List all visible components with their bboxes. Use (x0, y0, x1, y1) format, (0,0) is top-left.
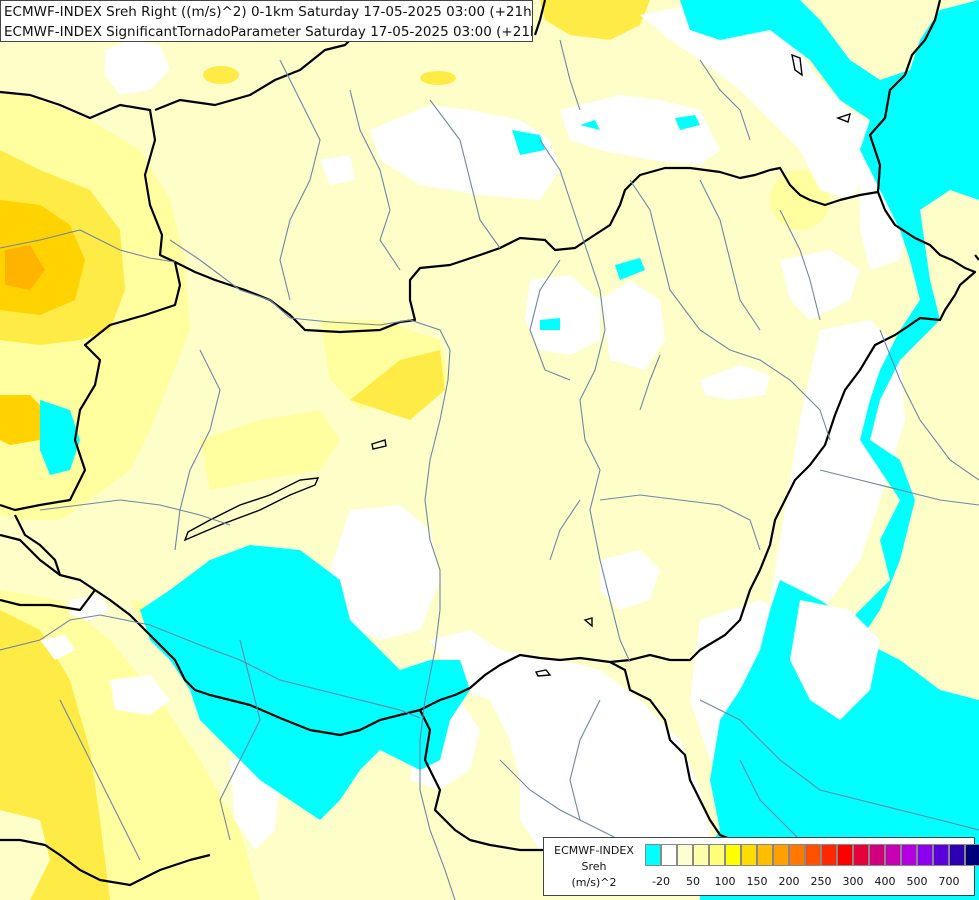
rivers (0, 39, 979, 900)
legend-swatch-11 (821, 844, 837, 866)
legend-model: ECMWF-INDEX (554, 844, 634, 857)
color-legend: ECMWF-INDEX Sreh (m/s)^2 -20 50 100 150 200 2… (543, 837, 979, 896)
legend-swatches (645, 844, 979, 866)
title-line-stp: ECMWF-INDEX SignificantTornadoParameter … (4, 24, 533, 40)
legend-tick-label: 150 (746, 875, 768, 888)
legend-swatch-9 (789, 844, 805, 866)
legend-swatch-19 (949, 844, 965, 866)
legend-swatch-3 (693, 844, 709, 866)
legend-swatch-7 (757, 844, 773, 866)
legend-tick-label: 200 (778, 875, 800, 888)
legend-tick-label: 700 (938, 875, 960, 888)
legend-parameter: Sreh (581, 860, 607, 873)
legend-swatch-13 (853, 844, 869, 866)
legend-swatch-8 (773, 844, 789, 866)
legend-ticks: -20 50 100 150 200 250 300 400 500 700 (645, 875, 975, 889)
sreh-cyan-field (40, 0, 979, 900)
legend-tick-label: 250 (810, 875, 832, 888)
legend-swatch-1 (661, 844, 677, 866)
legend-swatch-12 (837, 844, 853, 866)
legend-swatch-15 (885, 844, 901, 866)
legend-swatch-5 (725, 844, 741, 866)
legend-swatch-16 (901, 844, 917, 866)
legend-swatch-17 (917, 844, 933, 866)
legend-tick-label: 500 (906, 875, 928, 888)
legend-swatch-10 (805, 844, 821, 866)
title-line-sreh: ECMWF-INDEX Sreh Right ((m/s)^2) 0-1km S… (4, 4, 533, 20)
legend-unit: (m/s)^2 (571, 876, 617, 889)
sreh-yellow-field-west (0, 90, 450, 900)
legend-swatch-20 (965, 844, 979, 866)
legend-swatch-2 (677, 844, 693, 866)
legend-swatch-14 (869, 844, 885, 866)
legend-tick-label: 300 (842, 875, 864, 888)
legend-swatch-0 (645, 844, 661, 866)
legend-tick-label: 400 (874, 875, 896, 888)
lakes (183, 53, 851, 677)
map-title-box: ECMWF-INDEX Sreh Right ((m/s)^2) 0-1km S… (0, 0, 533, 42)
legend-swatch-6 (741, 844, 757, 866)
legend-swatch-18 (933, 844, 949, 866)
legend-tick-label: 50 (686, 875, 700, 888)
legend-tick-label: 100 (714, 875, 736, 888)
legend-swatch-4 (709, 844, 725, 866)
legend-tick-label: -20 (652, 875, 670, 888)
